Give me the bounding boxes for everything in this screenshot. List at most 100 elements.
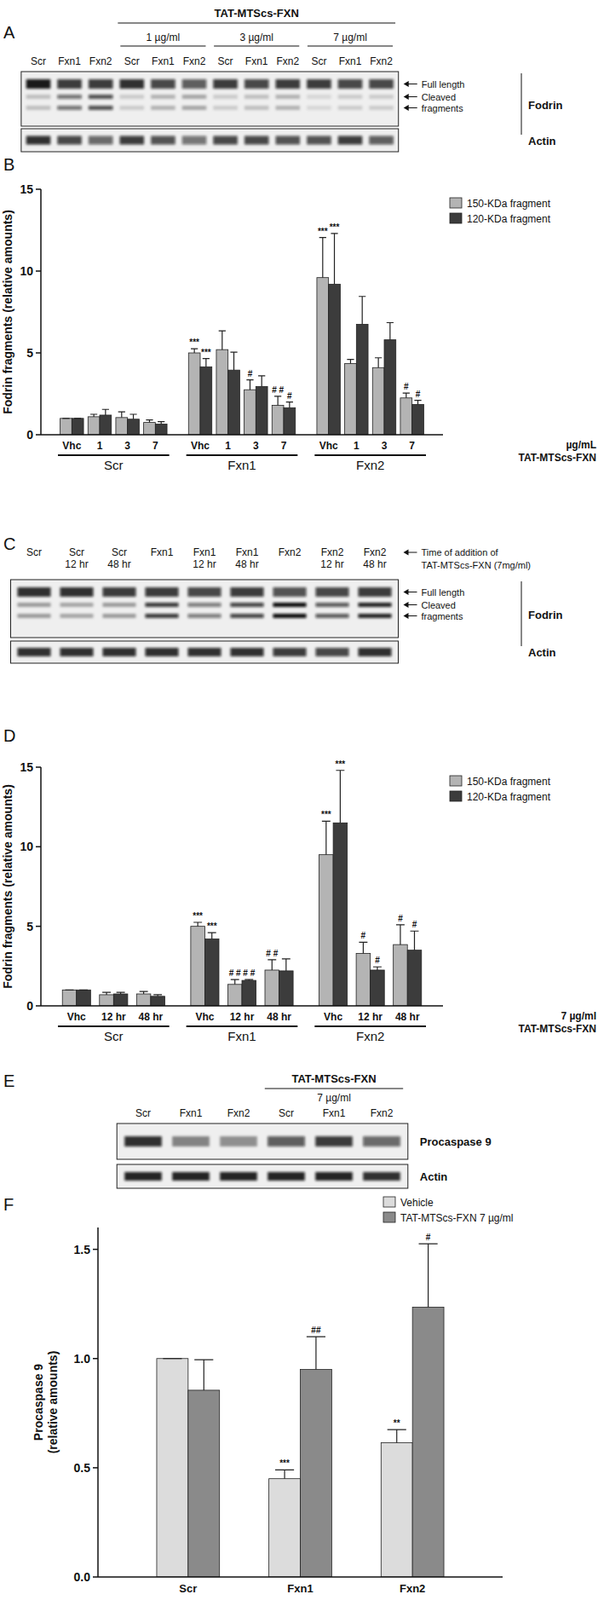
group-label: Scr xyxy=(103,457,124,472)
actin-band xyxy=(315,1171,353,1180)
x-axis xyxy=(40,1004,443,1007)
x-axis xyxy=(97,1575,503,1577)
legend-swatch xyxy=(383,1196,396,1207)
bar xyxy=(328,283,341,435)
lane-time-label: 48 hr xyxy=(107,557,131,570)
group-label: 3 µg/ml xyxy=(239,31,274,44)
error-bar xyxy=(419,1242,438,1306)
bar xyxy=(269,1478,301,1577)
x-tick-label: 48 hr xyxy=(395,1010,420,1023)
error-bar xyxy=(414,400,421,405)
marks xyxy=(62,770,422,1006)
full-length-band xyxy=(273,586,307,597)
x-tick-label: 12 hr xyxy=(101,1010,127,1023)
arrow-head xyxy=(403,588,409,595)
legend-label: 150-KDa fragment xyxy=(466,197,552,210)
bar xyxy=(127,419,140,435)
y-tick xyxy=(35,765,41,768)
panel-letter: C xyxy=(3,534,16,553)
y-tick-label: 1.0 xyxy=(74,1351,92,1365)
lane-time-label: 48 hr xyxy=(362,557,386,570)
error-bar xyxy=(374,357,382,369)
y-tick xyxy=(92,1575,98,1577)
panel-letter: A xyxy=(3,23,16,42)
arrow-head xyxy=(403,549,409,556)
y-tick xyxy=(35,351,41,354)
lane-label: Fxn2 xyxy=(276,55,300,68)
bar xyxy=(412,403,425,435)
fragment-bands xyxy=(338,94,363,110)
target-label: Procaspase 9 xyxy=(419,1134,492,1148)
significance-label: *** xyxy=(317,226,328,236)
bar xyxy=(244,389,257,435)
actin-band xyxy=(17,647,52,656)
actin-band xyxy=(188,647,222,656)
lane-label: Fxn1 xyxy=(151,55,175,68)
group-label: Fxn2 xyxy=(356,457,385,472)
lane-label: Scr xyxy=(124,55,140,68)
x-tick-label: Vhc xyxy=(323,1010,343,1023)
fragment-bands xyxy=(26,94,52,110)
fragment-bands xyxy=(57,94,82,110)
figure: A1 µg/ml3 µg/ml7 µg/mlTAT-MTScs-FXNScrFx… xyxy=(0,0,604,1600)
bar xyxy=(204,938,219,1006)
y-axis xyxy=(40,189,42,435)
loading-membrane xyxy=(21,128,399,152)
header: TAT-MTScs-FXN xyxy=(214,6,300,20)
full-length-band xyxy=(358,586,392,597)
loading-membrane xyxy=(116,1163,409,1188)
error-bar xyxy=(145,419,153,423)
error-bar xyxy=(90,414,98,417)
actin-band xyxy=(362,1171,401,1180)
group-line xyxy=(213,46,300,47)
x-tick-label: 7 xyxy=(152,439,159,452)
bar xyxy=(99,414,112,435)
blot-membrane xyxy=(116,1122,409,1159)
note-label: TAT-MTScs-FXN (7mg/ml) xyxy=(421,559,532,570)
loading-membrane xyxy=(11,640,399,663)
significance-label: # xyxy=(361,930,367,940)
significance-label: *** xyxy=(321,809,332,819)
x-tick-label: 3 xyxy=(253,439,259,452)
legend-swatch xyxy=(449,790,462,801)
error-bar xyxy=(207,931,217,938)
lane-label: Scr xyxy=(135,1106,151,1119)
legend-label: Vehicle xyxy=(400,1196,434,1208)
blot-panel: CScrScr12 hrScr48 hrFxn1Fxn112 hrFxn148 … xyxy=(3,534,563,663)
significance-label: # xyxy=(403,381,409,392)
lane-label: Fxn1 xyxy=(193,546,217,558)
group-label: 7 µg/ml xyxy=(316,1091,351,1104)
x-axis-label: µg/mL xyxy=(565,438,597,451)
x-tick-label: Fxn1 xyxy=(287,1581,313,1594)
lane-label: Scr xyxy=(278,1106,294,1119)
error-bar xyxy=(230,978,240,984)
actin-band xyxy=(145,647,179,656)
actin-band xyxy=(338,136,363,145)
y-tick-label: 5 xyxy=(26,919,34,933)
lane-label: Fxn2 xyxy=(363,546,387,558)
bar xyxy=(190,926,206,1006)
significance-label: *** xyxy=(201,347,212,357)
error-bar xyxy=(346,359,354,364)
error-bar xyxy=(274,396,282,406)
bar xyxy=(345,362,357,435)
bar xyxy=(316,277,329,435)
actin-band xyxy=(230,647,265,656)
chart-panel: D***# ## #***##***# #***##051015Vhc12 hr… xyxy=(0,725,597,1043)
bar xyxy=(279,970,294,1006)
fragment-bands xyxy=(358,602,392,618)
band-label: fragments xyxy=(421,103,464,114)
group-label: 7 µg/ml xyxy=(333,31,368,44)
error-bar xyxy=(286,402,294,409)
y-tick-label: 15 xyxy=(19,182,34,196)
fragment-bands xyxy=(306,94,332,110)
bar xyxy=(71,418,84,435)
error-bar xyxy=(218,330,226,350)
error-bar xyxy=(386,322,394,340)
bar xyxy=(300,1369,333,1577)
x-tick-label: Vhc xyxy=(319,439,339,452)
fragment-bands xyxy=(182,94,208,110)
bar xyxy=(188,1389,220,1577)
error-bar xyxy=(387,1428,407,1442)
x-axis xyxy=(40,433,443,436)
